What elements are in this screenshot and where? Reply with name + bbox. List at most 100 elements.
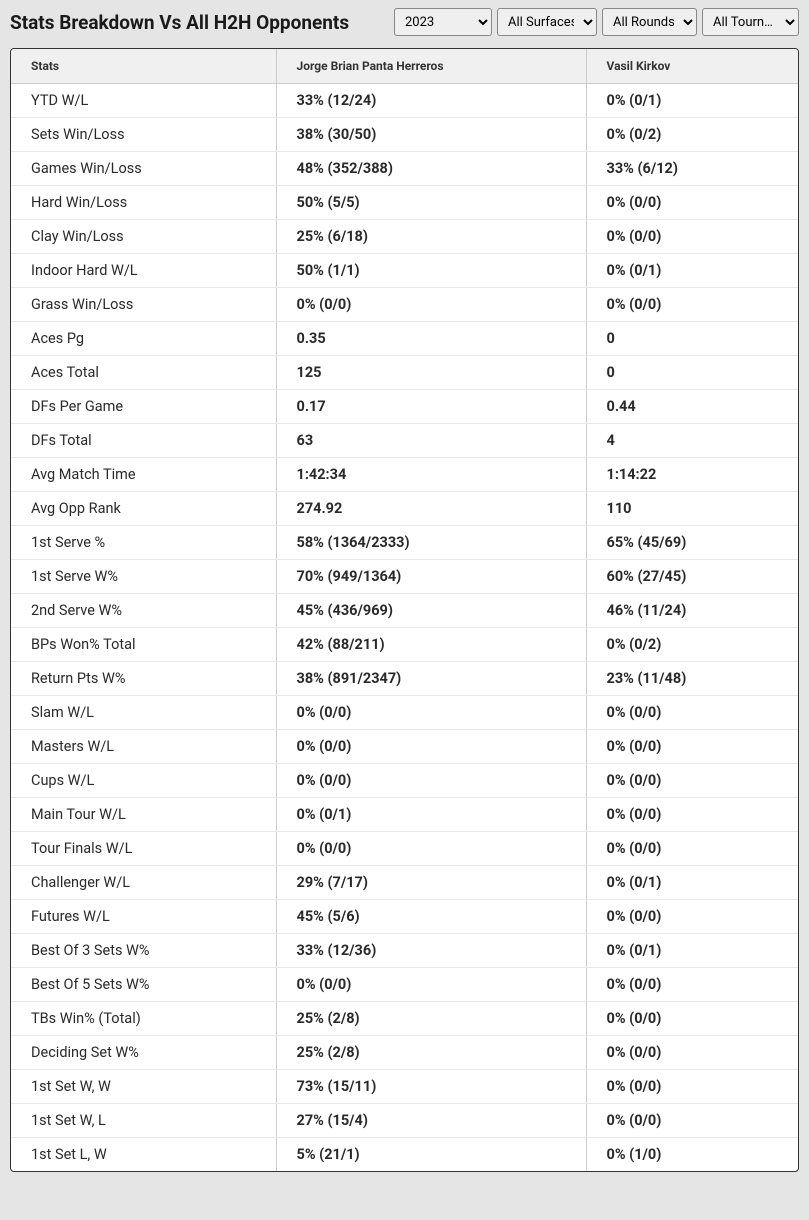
player2-value: 0% (0/0) — [586, 288, 798, 322]
table-row: YTD W/L33% (12/24)0% (0/1) — [11, 84, 798, 118]
player2-value: 0% (0/1) — [586, 84, 798, 118]
player2-value: 0% (0/0) — [586, 1036, 798, 1070]
player2-value: 4 — [586, 424, 798, 458]
player1-value: 50% (1/1) — [276, 254, 586, 288]
player1-value: 0% (0/0) — [276, 832, 586, 866]
table-row: 1st Set W, L27% (15/4)0% (0/0) — [11, 1104, 798, 1138]
stat-label: YTD W/L — [11, 84, 276, 118]
table-row: Indoor Hard W/L50% (1/1)0% (0/1) — [11, 254, 798, 288]
stat-label: Best Of 5 Sets W% — [11, 968, 276, 1002]
stat-label: DFs Per Game — [11, 390, 276, 424]
stat-label: 1st Set L, W — [11, 1138, 276, 1172]
filter-year-select[interactable]: 2023 — [394, 8, 492, 36]
table-row: Return Pts W%38% (891/2347)23% (11/48) — [11, 662, 798, 696]
stat-label: Sets Win/Loss — [11, 118, 276, 152]
stat-label: 1st Serve % — [11, 526, 276, 560]
player1-value: 42% (88/211) — [276, 628, 586, 662]
player2-value: 0% (0/1) — [586, 866, 798, 900]
filter-tournament-select[interactable]: All Tourn… — [702, 8, 799, 36]
table-row: 1st Serve %58% (1364/2333)65% (45/69) — [11, 526, 798, 560]
player1-value: 29% (7/17) — [276, 866, 586, 900]
player2-value: 0% (0/0) — [586, 832, 798, 866]
header-bar: Stats Breakdown Vs All H2H Opponents 202… — [0, 0, 809, 44]
stat-label: DFs Total — [11, 424, 276, 458]
stat-label: Cups W/L — [11, 764, 276, 798]
table-row: 2nd Serve W%45% (436/969)46% (11/24) — [11, 594, 798, 628]
table-row: Aces Pg0.350 — [11, 322, 798, 356]
player1-value: 0% (0/0) — [276, 730, 586, 764]
stat-label: Avg Match Time — [11, 458, 276, 492]
player2-value: 0% (0/0) — [586, 968, 798, 1002]
player2-value: 0% (0/0) — [586, 730, 798, 764]
player1-value: 45% (5/6) — [276, 900, 586, 934]
stat-label: Aces Total — [11, 356, 276, 390]
stat-label: Hard Win/Loss — [11, 186, 276, 220]
player1-value: 63 — [276, 424, 586, 458]
player2-value: 0 — [586, 356, 798, 390]
player2-value: 0% (0/1) — [586, 934, 798, 968]
player2-value: 60% (27/45) — [586, 560, 798, 594]
player2-value: 0% (0/1) — [586, 254, 798, 288]
stat-label: BPs Won% Total — [11, 628, 276, 662]
player2-value: 0% (0/2) — [586, 118, 798, 152]
table-row: Best Of 5 Sets W%0% (0/0)0% (0/0) — [11, 968, 798, 1002]
page-title: Stats Breakdown Vs All H2H Opponents — [10, 11, 349, 34]
stat-label: Best Of 3 Sets W% — [11, 934, 276, 968]
stat-label: Aces Pg — [11, 322, 276, 356]
stat-label: Return Pts W% — [11, 662, 276, 696]
table-row: Challenger W/L29% (7/17)0% (0/1) — [11, 866, 798, 900]
column-header-player2: Vasil Kirkov — [586, 49, 798, 84]
player2-value: 0% (0/0) — [586, 1104, 798, 1138]
table-row: Cups W/L0% (0/0)0% (0/0) — [11, 764, 798, 798]
table-row: DFs Total634 — [11, 424, 798, 458]
player1-value: 0% (0/0) — [276, 764, 586, 798]
stat-label: Challenger W/L — [11, 866, 276, 900]
player2-value: 23% (11/48) — [586, 662, 798, 696]
stat-label: Grass Win/Loss — [11, 288, 276, 322]
table-row: Sets Win/Loss38% (30/50)0% (0/2) — [11, 118, 798, 152]
table-header-row: Stats Jorge Brian Panta Herreros Vasil K… — [11, 49, 798, 84]
stat-label: 2nd Serve W% — [11, 594, 276, 628]
table-row: Futures W/L45% (5/6)0% (0/0) — [11, 900, 798, 934]
table-row: Main Tour W/L0% (0/1)0% (0/0) — [11, 798, 798, 832]
filter-surface-select[interactable]: All Surfaces — [497, 8, 597, 36]
stat-label: Masters W/L — [11, 730, 276, 764]
table-row: Avg Match Time1:42:341:14:22 — [11, 458, 798, 492]
player1-value: 48% (352/388) — [276, 152, 586, 186]
player2-value: 33% (6/12) — [586, 152, 798, 186]
player1-value: 73% (15/11) — [276, 1070, 586, 1104]
player2-value: 0% (0/0) — [586, 186, 798, 220]
table-row: 1st Serve W%70% (949/1364)60% (27/45) — [11, 560, 798, 594]
player1-value: 25% (2/8) — [276, 1002, 586, 1036]
stat-label: Avg Opp Rank — [11, 492, 276, 526]
player1-value: 38% (30/50) — [276, 118, 586, 152]
player1-value: 0.35 — [276, 322, 586, 356]
player2-value: 0% (0/0) — [586, 1070, 798, 1104]
stat-label: 1st Set W, L — [11, 1104, 276, 1138]
table-row: Slam W/L0% (0/0)0% (0/0) — [11, 696, 798, 730]
table-row: Aces Total1250 — [11, 356, 798, 390]
player2-value: 0% (0/0) — [586, 220, 798, 254]
player2-value: 0% (0/0) — [586, 1002, 798, 1036]
table-row: Deciding Set W%25% (2/8)0% (0/0) — [11, 1036, 798, 1070]
filter-group: 2023 All Surfaces All Rounds All Tourn… — [394, 8, 799, 36]
player1-value: 58% (1364/2333) — [276, 526, 586, 560]
player2-value: 0% (0/0) — [586, 696, 798, 730]
stat-label: Games Win/Loss — [11, 152, 276, 186]
player2-value: 0% (0/2) — [586, 628, 798, 662]
player2-value: 0.44 — [586, 390, 798, 424]
stat-label: Main Tour W/L — [11, 798, 276, 832]
player1-value: 0% (0/1) — [276, 798, 586, 832]
player1-value: 25% (6/18) — [276, 220, 586, 254]
stats-table-container: Stats Jorge Brian Panta Herreros Vasil K… — [10, 48, 799, 1172]
stat-label: TBs Win% (Total) — [11, 1002, 276, 1036]
stat-label: Tour Finals W/L — [11, 832, 276, 866]
player1-value: 0% (0/0) — [276, 696, 586, 730]
table-row: 1st Set W, W73% (15/11)0% (0/0) — [11, 1070, 798, 1104]
filter-round-select[interactable]: All Rounds — [602, 8, 697, 36]
column-header-player1: Jorge Brian Panta Herreros — [276, 49, 586, 84]
stat-label: Deciding Set W% — [11, 1036, 276, 1070]
table-row: Grass Win/Loss0% (0/0)0% (0/0) — [11, 288, 798, 322]
player1-value: 1:42:34 — [276, 458, 586, 492]
stats-table: Stats Jorge Brian Panta Herreros Vasil K… — [11, 49, 798, 1171]
